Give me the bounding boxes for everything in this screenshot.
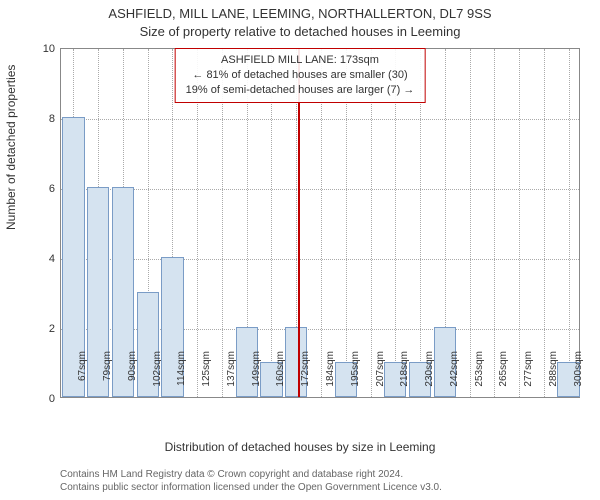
callout-line-3: 19% of semi-detached houses are larger (… — [186, 83, 415, 98]
gridline-v — [519, 49, 520, 397]
y-tick-label: 4 — [25, 253, 55, 265]
y-tick-label: 2 — [25, 323, 55, 335]
gridline-h — [61, 119, 579, 120]
credits: Contains HM Land Registry data © Crown c… — [60, 468, 442, 494]
x-tick-label: 125sqm — [201, 351, 212, 401]
gridline-v — [569, 49, 570, 397]
credits-line-1: Contains HM Land Registry data © Crown c… — [60, 468, 442, 481]
gridline-h — [61, 259, 579, 260]
y-axis-label: Number of detached properties — [4, 65, 18, 230]
x-tick-label: 300sqm — [573, 351, 584, 401]
x-tick-label: 253sqm — [474, 351, 485, 401]
gridline-v — [470, 49, 471, 397]
x-tick-label: 242sqm — [449, 351, 460, 401]
credits-line-2: Contains public sector information licen… — [60, 481, 442, 494]
x-tick-label: 195sqm — [350, 351, 361, 401]
chart-container: ASHFIELD, MILL LANE, LEEMING, NORTHALLER… — [0, 0, 600, 500]
gridline-v — [544, 49, 545, 397]
y-tick-label: 8 — [25, 113, 55, 125]
x-tick-label: 172sqm — [300, 351, 311, 401]
title-line-1: ASHFIELD, MILL LANE, LEEMING, NORTHALLER… — [0, 6, 600, 21]
x-axis-label: Distribution of detached houses by size … — [0, 440, 600, 454]
x-tick-label: 265sqm — [498, 351, 509, 401]
y-tick-label: 0 — [25, 393, 55, 405]
y-tick-label: 10 — [25, 43, 55, 55]
callout-box: ASHFIELD MILL LANE: 173sqm ← 81% of deta… — [175, 48, 426, 103]
callout-line-1: ASHFIELD MILL LANE: 173sqm — [186, 53, 415, 68]
y-tick-label: 6 — [25, 183, 55, 195]
x-tick-label: 277sqm — [523, 351, 534, 401]
gridline-h — [61, 189, 579, 190]
gridline-v — [494, 49, 495, 397]
callout-line-2: ← 81% of detached houses are smaller (30… — [186, 68, 415, 83]
title-line-2: Size of property relative to detached ho… — [0, 24, 600, 39]
x-tick-label: 114sqm — [176, 351, 187, 401]
